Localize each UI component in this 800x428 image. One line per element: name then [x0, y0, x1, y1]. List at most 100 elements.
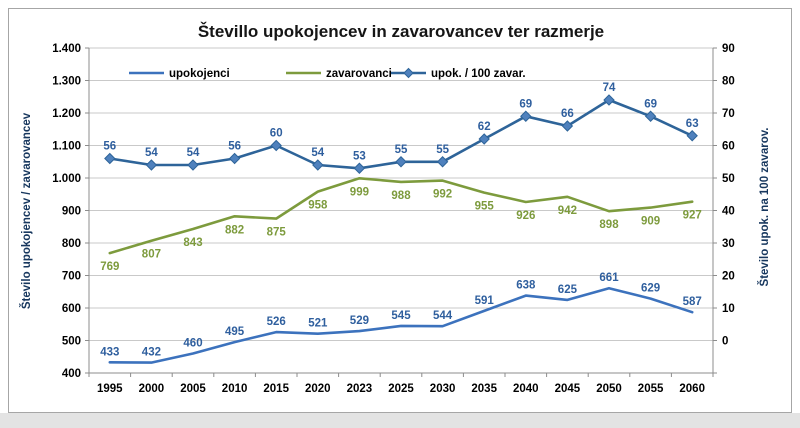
diamond-marker: [353, 162, 366, 174]
diamond-marker: [312, 159, 324, 171]
x-axis-label: 2030: [430, 383, 456, 395]
data-label: 54: [145, 147, 158, 159]
legend-label: upok. / 100 zavar.: [431, 68, 526, 80]
diamond-marker: [145, 159, 158, 171]
data-label: 56: [228, 141, 241, 153]
right-axis-label: 50: [722, 173, 735, 185]
data-label: 460: [183, 338, 202, 350]
data-label: 544: [433, 310, 453, 322]
data-label: 988: [391, 190, 411, 202]
data-label: 909: [641, 216, 660, 228]
left-axis-label: 1.100: [52, 141, 81, 153]
x-axis-label: 2060: [679, 383, 705, 395]
data-label: 591: [475, 295, 495, 307]
diamond-marker: [644, 110, 657, 122]
data-label: 942: [558, 205, 577, 217]
data-label: 54: [311, 147, 324, 159]
data-label: 433: [100, 346, 119, 358]
data-label: 625: [558, 284, 578, 296]
data-label: 955: [475, 201, 495, 213]
left-axis-label: 800: [62, 238, 81, 250]
x-axis-label: 2055: [638, 383, 664, 395]
data-label: 55: [395, 144, 408, 156]
right-axis-title: Število upok. na 100 zavarov.: [758, 128, 771, 287]
data-label: 638: [516, 280, 536, 292]
right-axis-label: 30: [722, 238, 735, 250]
diamond-marker: [686, 130, 698, 142]
legend-diamond-marker: [403, 67, 414, 79]
data-label: 926: [516, 210, 535, 222]
data-label: 55: [436, 144, 449, 156]
x-axis-label: 2015: [263, 383, 289, 395]
diamond-marker: [436, 156, 449, 168]
data-label: 999: [350, 186, 369, 198]
right-axis-label: 0: [722, 336, 728, 348]
left-axis-label: 700: [62, 271, 81, 283]
data-label: 587: [683, 296, 702, 308]
data-label: 56: [103, 141, 116, 153]
right-axis-label: 80: [722, 76, 735, 88]
data-label: 545: [391, 310, 411, 322]
diamond-marker: [603, 94, 615, 106]
data-label: 927: [683, 210, 702, 222]
x-axis-label: 2005: [180, 383, 206, 395]
x-axis-label: 2010: [222, 383, 248, 395]
chart-canvas: Števillo upokojencev in zavarovancev ter…: [20, 22, 771, 395]
x-axis-label: 2045: [555, 383, 581, 395]
data-label: 843: [183, 237, 202, 249]
diamond-marker: [395, 156, 407, 168]
right-axis-label: 10: [722, 303, 735, 315]
data-label: 769: [100, 261, 119, 273]
left-axis-label: 600: [62, 303, 81, 315]
chart-title: Števillo upokojencev in zavarovancev ter…: [198, 22, 604, 41]
series-line-zavarovanci: [108, 177, 694, 255]
x-axis-label: 2020: [305, 383, 331, 395]
diamond-marker: [561, 120, 574, 132]
data-label: 66: [561, 108, 574, 120]
data-label: 898: [599, 219, 619, 231]
data-label: 69: [519, 98, 532, 110]
x-axis-label: 1995: [97, 383, 123, 395]
data-label: 629: [641, 283, 660, 295]
data-label: 661: [599, 272, 619, 284]
data-label: 807: [142, 249, 161, 261]
left-axis-label: 900: [62, 206, 81, 218]
data-label: 958: [308, 200, 328, 212]
data-label: 432: [142, 347, 161, 359]
data-label: 521: [308, 318, 328, 330]
x-axis-label: 2050: [596, 383, 622, 395]
x-axis-label: 2040: [513, 383, 539, 395]
data-label: 529: [350, 315, 369, 327]
diamond-marker: [478, 133, 490, 145]
left-axis-label: 1.000: [52, 173, 81, 185]
data-label: 74: [603, 82, 616, 94]
data-label: 526: [267, 316, 286, 328]
right-axis-label: 70: [722, 108, 735, 120]
data-label: 875: [267, 227, 287, 239]
data-label: 63: [686, 118, 699, 130]
data-label: 992: [433, 189, 452, 201]
left-axis-label: 400: [62, 368, 81, 380]
right-axis-label: 20: [722, 271, 735, 283]
series-line-upokojenci: [108, 286, 694, 364]
diamond-marker: [104, 152, 116, 165]
left-axis-title: Število upokojencev / zavarovancev: [20, 112, 33, 309]
data-label: 69: [644, 98, 657, 110]
x-axis-label: 2000: [139, 383, 165, 395]
x-axis-label: 2025: [388, 383, 414, 395]
legend-label: upokojenci: [169, 68, 230, 80]
left-axis-label: 1.200: [52, 108, 81, 120]
diamond-marker: [228, 152, 241, 165]
page-edge: [0, 413, 800, 428]
left-axis-label: 1.400: [52, 43, 81, 55]
data-label: 62: [478, 121, 491, 133]
right-axis-label: 40: [722, 206, 735, 218]
right-axis-label: 60: [722, 141, 735, 153]
legend-label: zavarovanci: [326, 68, 392, 80]
data-label: 495: [225, 326, 245, 338]
left-axis-label: 500: [62, 336, 81, 348]
data-label: 60: [270, 128, 283, 140]
x-axis-label: 2035: [471, 383, 497, 395]
left-axis-label: 1.300: [52, 76, 81, 88]
diamond-marker: [520, 110, 532, 122]
